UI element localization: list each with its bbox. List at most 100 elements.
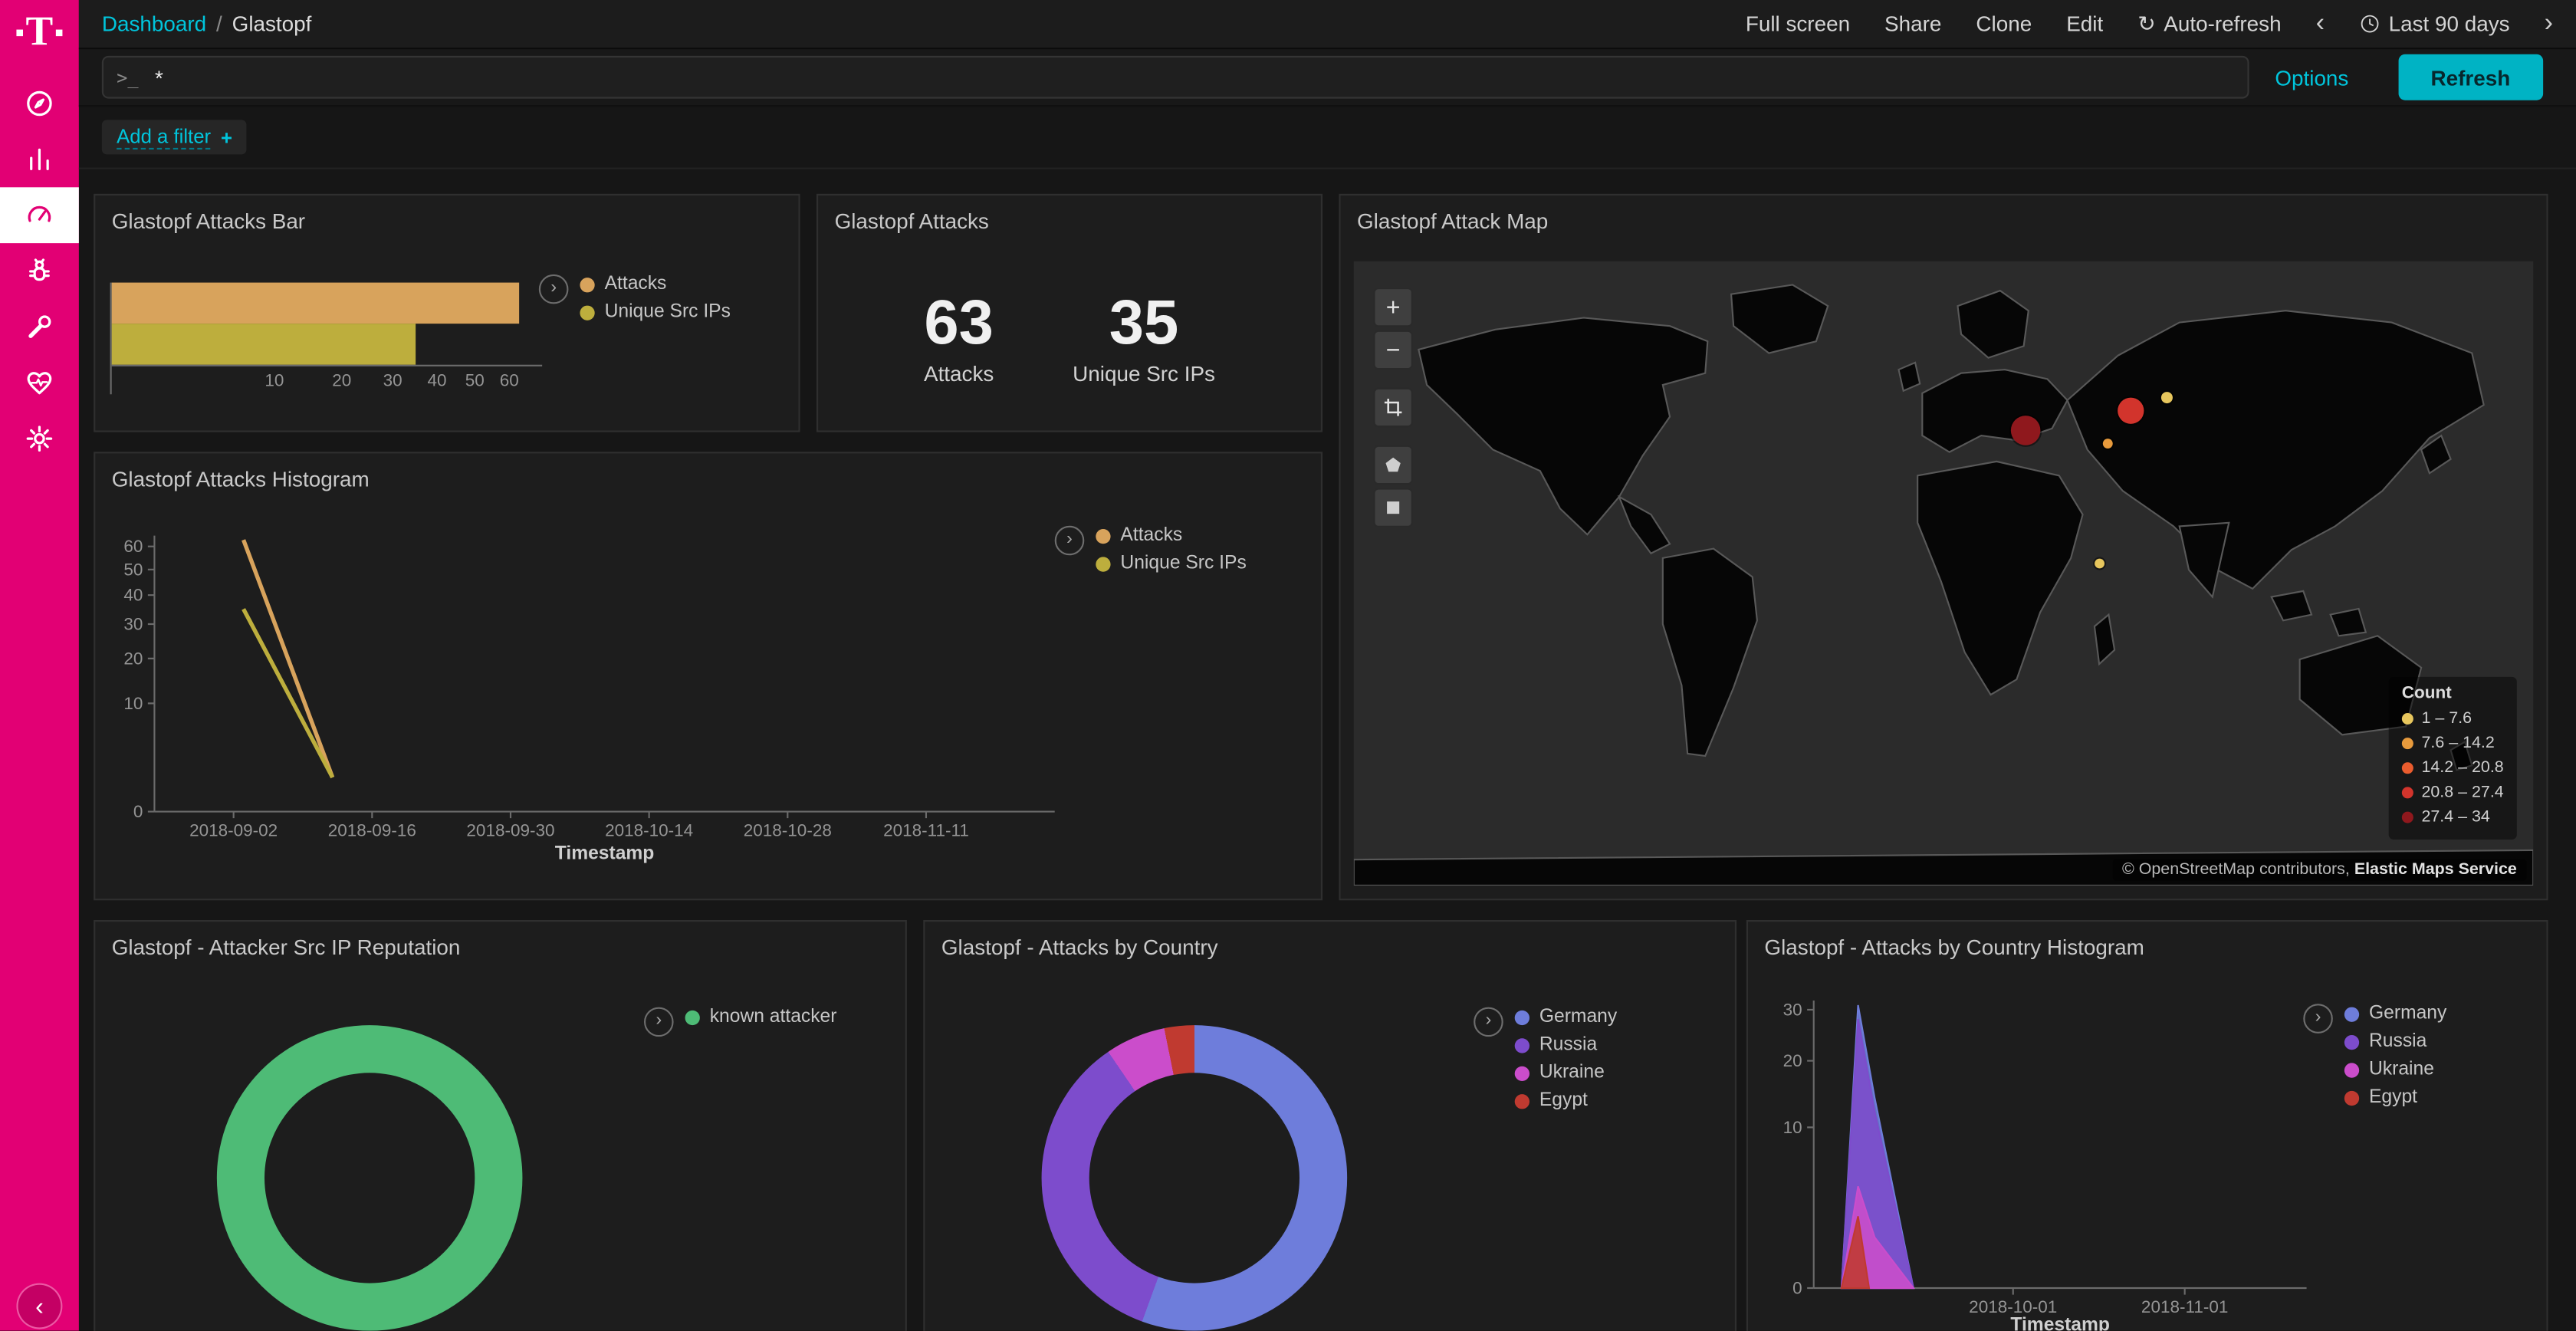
metric-attacks[interactable]: 63 Attacks [924,292,994,386]
line-attacks[interactable] [242,539,335,778]
legend-item[interactable]: Russia [2344,1032,2446,1051]
legend-item[interactable]: Ukraine [1514,1063,1617,1083]
sidebar-item-visualize[interactable] [0,131,79,187]
chart-legend: › Germany Russia Ukraine Egypt [2303,1004,2446,1107]
legend-item[interactable]: Russia [1514,1035,1617,1055]
metric-unique-src-ips[interactable]: 35 Unique Src IPs [1073,292,1215,386]
x-tick-label: 2018-10-01 [1969,1297,2057,1316]
x-tick-label: 2018-09-02 [189,821,278,840]
wrench-icon [28,315,51,338]
sidebar-item-discover[interactable] [0,76,79,132]
sidebar-item-timelion[interactable] [0,243,79,299]
x-tick-label: 2018-09-30 [466,821,554,840]
time-range-picker[interactable]: Last 90 days [2359,12,2510,36]
attacks-bar-chart[interactable]: 10 20 30 40 50 60 [110,282,543,395]
share-button[interactable]: Share [1884,12,1942,37]
panel-attack-map: Glastopf Attack Map [1339,193,2548,901]
legend-item[interactable]: Germany [1514,1007,1618,1027]
bars [111,282,542,365]
panel-attacks-histogram: Glastopf Attacks Histogram 0 10 20 30 40 50 60… [94,452,1323,901]
legend-label: known attacker [709,1007,837,1027]
legend-item[interactable]: known attacker [685,1007,837,1027]
breadcrumb-dashboard-link[interactable]: Dashboard [101,12,207,37]
chart-legend: › Attacks Unique Src IPs [1054,525,1247,573]
zoom-controls: + − [1373,288,1413,370]
metric-row: 63 Attacks 35 Unique Src IPs [818,233,1321,386]
chart-legend: › Attacks Unique Src IPs [538,274,731,322]
ems-attribution-link[interactable]: Elastic Maps Service [2354,860,2517,879]
legend-color-dot [2401,762,2413,774]
attack-location-dot[interactable] [2009,415,2040,445]
telekom-logo[interactable]: T [15,12,64,53]
reputation-donut-chart[interactable] [216,1025,523,1331]
sidebar-item-dev-tools[interactable] [0,299,79,355]
collapse-nav-button[interactable]: ‹ [18,1284,61,1328]
bar-attacks[interactable] [111,282,520,324]
panel-src-ip-reputation: Glastopf - Attacker Src IP Reputation › … [94,920,907,1331]
legend-item[interactable]: Attacks [580,274,731,294]
rectangle-tool-button[interactable] [1373,488,1413,527]
legend-color-dot [2401,811,2413,823]
bar-unique-src-ips[interactable] [111,324,416,365]
gauge-icon [28,205,51,222]
zoom-in-button[interactable]: + [1373,288,1413,327]
y-tick-label: 30 [1783,1000,1802,1019]
legend-range-label: 1 – 7.6 [2421,709,2472,728]
sidebar-item-monitoring[interactable] [0,355,79,411]
search-query-input[interactable] [151,63,2234,91]
panel-title: Glastopf - Attacks by Country [941,935,1218,960]
sidebar-item-dashboard[interactable] [0,187,79,244]
attack-location-dot[interactable] [2161,391,2174,403]
legend-range-label: 20.8 – 27.4 [2421,784,2504,802]
auto-refresh-button[interactable]: ↻ Auto-refresh [2137,11,2281,37]
map-attribution: © OpenStreetMap contributors, Elastic Ma… [2112,859,2527,881]
polygon-tool-button[interactable] [1373,445,1413,485]
full-screen-button[interactable]: Full screen [1745,12,1851,37]
query-input-wrapper[interactable]: >_ [101,55,2249,99]
query-options-link[interactable]: Options [2275,64,2349,90]
legend-label: Germany [1539,1007,1618,1027]
osm-attribution-link[interactable]: © OpenStreetMap contributors, [2121,860,2350,879]
zoom-out-button[interactable]: − [1373,330,1413,370]
x-tick-label: 60 [499,371,519,391]
refresh-button[interactable]: Refresh [2397,54,2544,100]
panel-title: Glastopf Attacks [834,209,989,234]
attacks-by-country-histogram-plot: 0 10 20 30 2018-10-01 2018-11-01 Timestamp [1783,1000,2307,1331]
country-histogram-chart[interactable]: 0 10 20 30 2018-10-01 2018-11-01 Timestamp [1758,991,2333,1331]
attack-location-dot[interactable] [2095,557,2106,568]
legend-item[interactable]: Unique Src IPs [1096,554,1247,573]
time-forward-button[interactable]: › [2545,10,2553,37]
legend-toggle-button[interactable]: › [1474,1007,1503,1037]
time-back-button[interactable]: ‹ [2316,10,2325,37]
attack-map[interactable]: + − [1353,261,2534,886]
legend-item[interactable]: Ukraine [2344,1060,2446,1080]
country-donut-chart[interactable] [1041,1025,1348,1331]
legend-color-dot [580,277,595,292]
line-unique-src-ips[interactable] [242,608,335,779]
fit-bounds-button[interactable] [1373,387,1413,428]
main-area: Dashboard / Glastopf Full screen Share C… [78,0,2576,1331]
legend-item[interactable]: Attacks [1096,526,1247,545]
attacks-histogram-chart[interactable]: 0 10 20 30 40 50 60 2018-09-02 2018-09-16 2018-09… [102,522,1088,879]
edit-button[interactable]: Edit [2066,12,2104,37]
x-tick-label: 50 [465,371,485,391]
legend-item[interactable]: Egypt [2344,1088,2446,1107]
sidebar-item-management[interactable] [0,411,79,467]
legend-item[interactable]: Unique Src IPs [580,302,731,322]
chart-legend: › Germany Russia Ukraine Egypt [1474,1007,1617,1111]
clone-button[interactable]: Clone [1976,12,2032,37]
panel-title: Glastopf Attacks Bar [111,209,306,234]
legend-color-dot [2344,1034,2360,1050]
legend-toggle-button[interactable]: › [644,1007,674,1037]
attacks-histogram-plot: 0 10 20 30 40 50 60 2018-09-02 2018-09-16 2018-09… [123,535,1055,864]
add-filter-button[interactable]: Add a filter + [101,120,248,155]
panel-attacks-by-country: Glastopf - Attacks by Country › Germany R… [923,920,1737,1331]
legend-toggle-button[interactable]: › [1054,525,1085,556]
area-egypt[interactable] [1840,1216,1871,1290]
legend-item[interactable]: Egypt [1514,1091,1617,1111]
legend-item[interactable]: Germany [2344,1004,2446,1024]
legend-toggle-button[interactable]: › [538,274,569,304]
attack-location-dot[interactable] [2102,438,2113,449]
legend-toggle-button[interactable]: › [2303,1004,2333,1034]
attack-location-dot[interactable] [2118,397,2144,424]
